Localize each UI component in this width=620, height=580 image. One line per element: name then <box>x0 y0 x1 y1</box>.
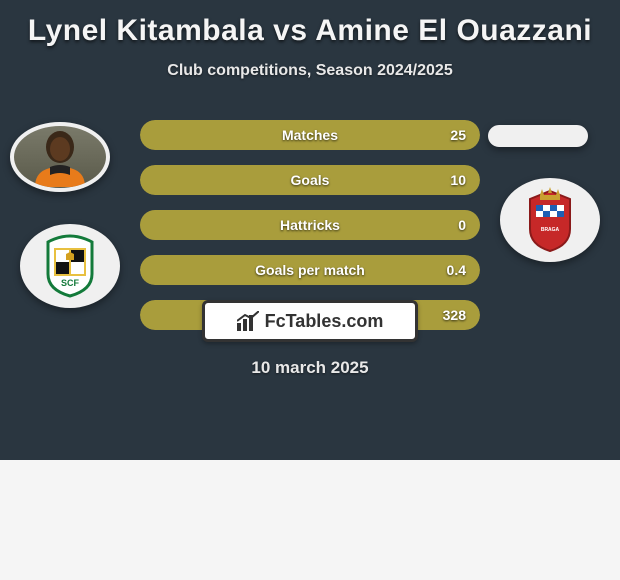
stat-label: Goals per match <box>255 262 365 278</box>
stat-label: Hattricks <box>280 217 340 233</box>
svg-text:SCF: SCF <box>61 278 80 288</box>
subtitle: Club competitions, Season 2024/2025 <box>0 62 620 80</box>
scf-crest-icon: SCF <box>42 234 98 298</box>
player-left-photo <box>10 122 110 192</box>
stat-row-matches: Matches 25 <box>140 120 480 150</box>
stat-row-hattricks: Hattricks 0 <box>140 210 480 240</box>
person-icon <box>25 127 95 187</box>
club-left-crest: SCF <box>20 224 120 308</box>
stat-value: 0 <box>458 217 466 233</box>
stat-value: 0.4 <box>447 262 466 278</box>
brand-text: FcTables.com <box>265 311 384 332</box>
stat-row-goals: Goals 10 <box>140 165 480 195</box>
stat-row-gpm: Goals per match 0.4 <box>140 255 480 285</box>
stat-value: 328 <box>443 307 466 323</box>
stat-label: Matches <box>282 127 338 143</box>
comparison-card: Lynel Kitambala vs Amine El Ouazzani Clu… <box>0 0 620 580</box>
stat-label: Goals <box>291 172 330 188</box>
stat-value: 10 <box>450 172 466 188</box>
bottom-panel <box>0 460 620 580</box>
player-right-photo <box>488 125 588 147</box>
svg-text:BRAGA: BRAGA <box>541 227 560 233</box>
braga-crest-icon: BRAGA <box>520 185 580 255</box>
top-panel: Lynel Kitambala vs Amine El Ouazzani Clu… <box>0 0 620 460</box>
page-title: Lynel Kitambala vs Amine El Ouazzani <box>0 0 620 48</box>
stat-value: 25 <box>450 127 466 143</box>
brand-badge[interactable]: FcTables.com <box>202 300 418 342</box>
date-text: 10 march 2025 <box>0 358 620 378</box>
club-right-crest: BRAGA <box>500 178 600 262</box>
chart-icon <box>237 311 259 331</box>
